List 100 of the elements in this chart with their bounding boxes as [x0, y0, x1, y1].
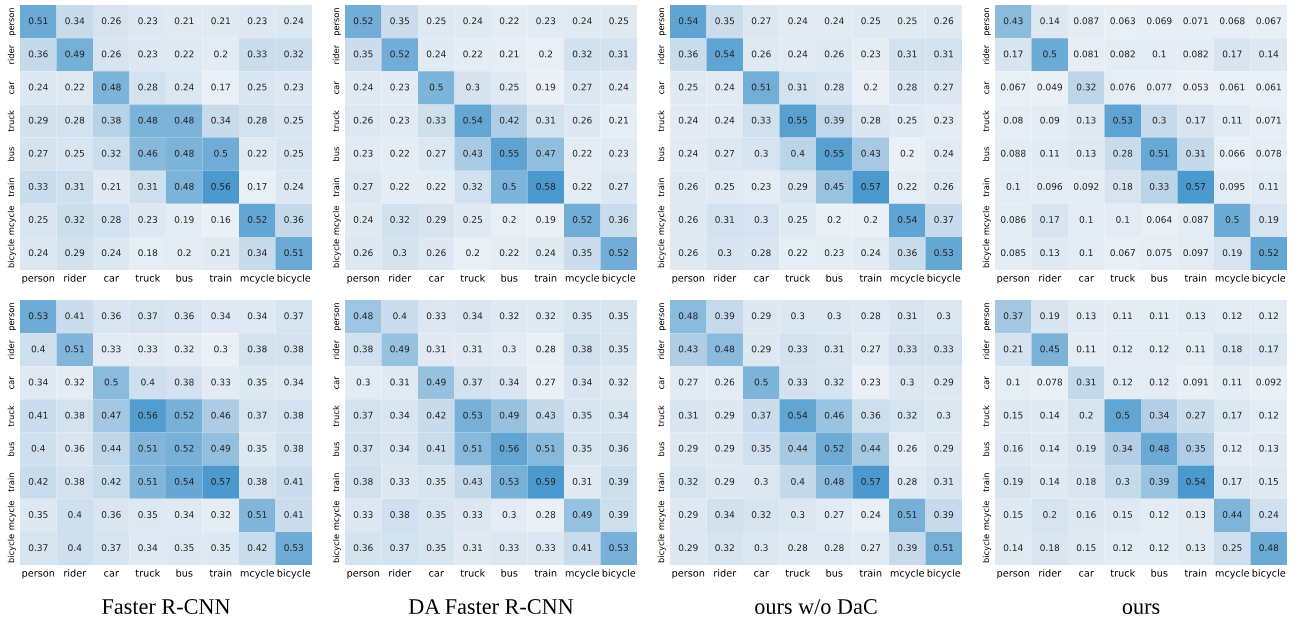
- data-label: 0.24: [861, 249, 881, 257]
- data-label: 0.32: [572, 50, 592, 58]
- data-label: 0.31: [426, 345, 446, 353]
- data-label: 0.18: [1222, 345, 1242, 353]
- data-label: 0.19: [1003, 477, 1023, 485]
- data-label: 0.23: [138, 17, 158, 25]
- data-label: 0.24: [788, 17, 808, 25]
- data-label: 0.34: [715, 511, 735, 518]
- data-label: 0.12: [1259, 312, 1278, 320]
- data-label: 0.55: [499, 149, 519, 157]
- x-tick-label: train: [859, 569, 882, 577]
- data-label: 0.33: [788, 378, 808, 386]
- data-label: 0.15: [1076, 544, 1096, 552]
- data-label: 0.48: [1259, 544, 1279, 552]
- data-label: 0.35: [715, 17, 735, 25]
- y-tick-label: train: [982, 473, 990, 492]
- y-tick-label: train: [657, 178, 665, 197]
- data-label: 0.44: [788, 444, 808, 452]
- data-label: 0.18: [138, 249, 158, 257]
- data-label: 0.11: [1222, 116, 1242, 124]
- x-tick-label: rider: [64, 274, 87, 282]
- y-tick-label: mcycle: [332, 205, 341, 235]
- data-label: 0.34: [284, 378, 304, 386]
- data-label: 0.37: [463, 378, 483, 386]
- data-label: 0.3: [937, 312, 951, 320]
- data-label: 0.59: [536, 477, 556, 485]
- data-label: 0.087: [1073, 17, 1099, 25]
- x-tick-label: bicycle: [277, 274, 311, 284]
- data-label: 0.39: [609, 477, 629, 485]
- data-label: 0.29: [788, 182, 808, 190]
- data-label: 0.25: [284, 116, 304, 124]
- data-label: 0.31: [715, 216, 734, 223]
- data-label: 0.22: [390, 149, 409, 157]
- y-tick-label: bus: [332, 147, 340, 161]
- data-label: 0.24: [353, 83, 373, 91]
- data-label: 0.39: [824, 116, 844, 124]
- data-label: 0.092: [1073, 182, 1099, 190]
- data-label: 0.54: [788, 411, 808, 419]
- data-label: 0.14: [1040, 411, 1060, 419]
- data-label: 0.1: [1006, 378, 1020, 386]
- data-label: 0.33: [426, 312, 446, 320]
- data-label: 0.22: [426, 182, 446, 190]
- data-label: 0.37: [284, 312, 304, 320]
- data-label: 0.38: [572, 345, 592, 353]
- data-label: 0.25: [1222, 544, 1242, 552]
- data-label: 0.54: [1186, 477, 1206, 485]
- data-label: 0.28: [138, 83, 158, 91]
- y-tick-label: train: [332, 178, 340, 197]
- data-label: 0.43: [678, 345, 698, 353]
- data-label: 0.26: [934, 182, 954, 190]
- y-tick-label: mcycle: [982, 205, 991, 235]
- data-label: 0.42: [28, 477, 48, 485]
- data-label: 0.22: [499, 249, 519, 257]
- data-label: 0.36: [284, 216, 304, 223]
- data-label: 0.57: [1186, 182, 1206, 190]
- data-label: 0.24: [101, 249, 121, 257]
- data-label: 0.34: [247, 312, 267, 320]
- data-label: 0.47: [536, 149, 556, 157]
- data-label: 0.4: [141, 378, 155, 386]
- data-label: 0.48: [1149, 444, 1169, 452]
- data-label: 0.39: [897, 544, 917, 552]
- data-label: 0.48: [174, 182, 194, 190]
- data-label: 0.25: [247, 83, 267, 91]
- y-tick-label: person: [659, 7, 666, 36]
- y-tick-label: train: [982, 178, 990, 197]
- data-label: 0.23: [609, 149, 629, 157]
- data-label: 0.32: [390, 216, 409, 223]
- data-label: 0.28: [536, 511, 556, 518]
- x-tick-label: mcycle: [890, 274, 925, 284]
- data-label: 0.29: [28, 116, 48, 124]
- x-tick-label: car: [754, 571, 769, 577]
- data-label: 0.26: [101, 17, 121, 25]
- x-tick-label: person: [347, 276, 380, 284]
- data-label: 0.29: [751, 312, 771, 320]
- data-label: 0.37: [353, 411, 373, 419]
- data-label: 0.25: [609, 17, 629, 25]
- x-tick-label: truck: [135, 274, 161, 282]
- data-label: 0.36: [101, 312, 121, 320]
- x-tick-label: bicycle: [927, 274, 961, 284]
- data-label: 0.12: [1113, 378, 1132, 386]
- data-label: 0.55: [824, 149, 844, 157]
- data-label: 0.29: [934, 444, 954, 452]
- data-label: 0.53: [28, 312, 48, 320]
- data-label: 0.38: [101, 116, 121, 124]
- data-label: 0.25: [65, 149, 85, 157]
- data-label: 0.13: [1076, 149, 1096, 157]
- data-label: 0.29: [751, 345, 771, 353]
- data-label: 0.28: [824, 83, 844, 91]
- y-tick-label: rider: [7, 339, 15, 359]
- data-label: 0.23: [353, 149, 373, 157]
- data-label: 0.14: [1003, 544, 1023, 552]
- data-label: 0.24: [536, 249, 556, 257]
- data-label: 0.41: [65, 312, 84, 320]
- data-label: 0.078: [1037, 378, 1063, 386]
- data-label: 0.29: [715, 444, 735, 452]
- data-label: 0.3: [718, 249, 732, 257]
- data-label: 0.39: [1149, 477, 1169, 485]
- data-label: 0.36: [174, 312, 194, 320]
- y-tick-label: truck: [332, 110, 340, 132]
- data-label: 0.24: [463, 17, 483, 25]
